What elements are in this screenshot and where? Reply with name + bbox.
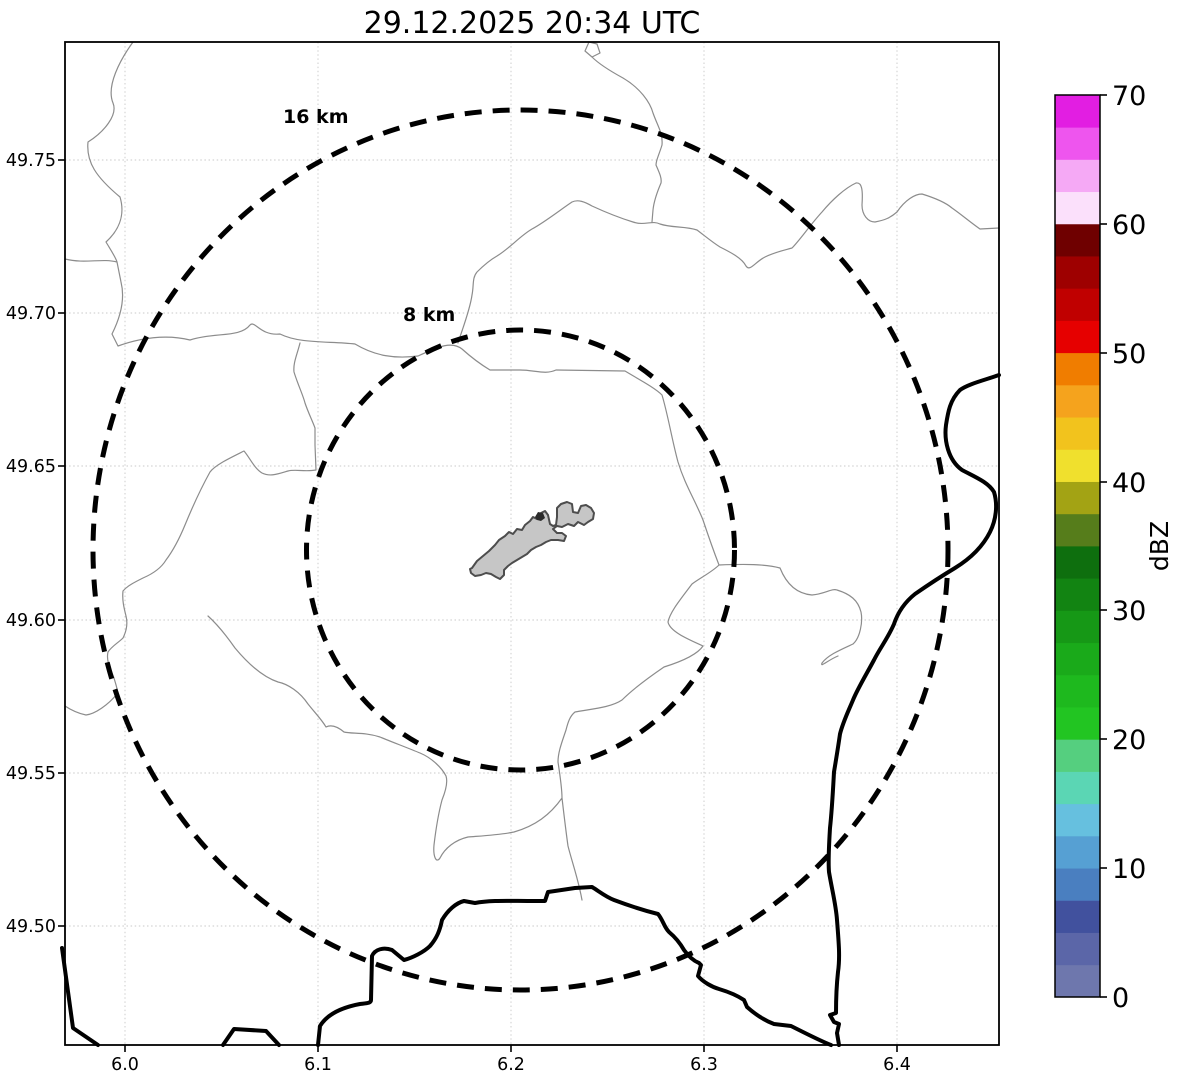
colorbar-tick-label: 70	[1112, 81, 1146, 112]
colorbar-segment	[1055, 95, 1100, 128]
colorbar-segment	[1055, 964, 1100, 998]
colorbar-segment	[1055, 384, 1100, 418]
colorbar-segment	[1055, 256, 1100, 289]
x-tick-label: 6.4	[883, 1055, 911, 1075]
airport-outline	[469, 501, 595, 580]
colorbar-segment	[1055, 771, 1100, 805]
colorbar-segment	[1055, 127, 1100, 160]
colorbar	[1055, 95, 1100, 998]
colorbar-segment	[1055, 707, 1100, 740]
colorbar-segment	[1055, 610, 1100, 644]
colorbar-segment	[1055, 868, 1100, 901]
y-tick-label: 49.60	[6, 611, 56, 631]
colorbar-segment	[1055, 739, 1100, 772]
colorbar-segment	[1055, 803, 1100, 837]
colorbar-segment	[1055, 159, 1100, 193]
y-tick-label: 49.65	[6, 457, 56, 477]
admin-boundary-lines	[64, 41, 1000, 901]
y-tick-label: 49.55	[6, 764, 56, 784]
colorbar-segment	[1055, 932, 1100, 966]
x-tick-label: 6.1	[304, 1055, 332, 1075]
figure-title: 29.12.2025 20:34 UTC	[364, 6, 701, 41]
colorbar-axis-label: dBZ	[1145, 521, 1174, 571]
range-ring-8km-label: 8 km	[403, 304, 455, 326]
axis-tick-marks	[58, 159, 898, 1052]
colorbar-segment	[1055, 223, 1100, 257]
plot-frame	[64, 41, 1000, 1046]
y-tick-label: 49.75	[6, 151, 56, 171]
colorbar-segment	[1055, 449, 1100, 482]
colorbar-tick-label: 10	[1112, 854, 1146, 885]
colorbar-segment	[1055, 642, 1100, 676]
colorbar-tick-label: 50	[1112, 339, 1146, 370]
y-tick-label: 49.70	[6, 304, 56, 324]
colorbar-segment	[1055, 513, 1100, 547]
colorbar-tick-label: 0	[1112, 983, 1129, 1014]
colorbar-tick-label: 40	[1112, 468, 1146, 499]
colorbar-tick-label: 60	[1112, 210, 1146, 241]
colorbar-segment	[1055, 288, 1100, 321]
x-tick-label: 6.0	[111, 1055, 139, 1075]
colorbar-frame	[1054, 94, 1101, 998]
colorbar-segment	[1055, 835, 1100, 869]
country-border-lines	[60, 373, 1001, 1047]
x-tick-label: 6.3	[690, 1055, 718, 1075]
x-tick-label: 6.2	[497, 1055, 525, 1075]
colorbar-segment	[1055, 191, 1100, 225]
radar-site-marker	[535, 512, 545, 521]
range-ring-16km-label: 16 km	[283, 106, 349, 128]
y-tick-label: 49.50	[6, 917, 56, 937]
range-ring-8km	[304, 327, 737, 773]
colorbar-tick-marks	[1100, 94, 1107, 998]
colorbar-segment	[1055, 320, 1100, 354]
colorbar-segment	[1055, 578, 1100, 611]
colorbar-segment	[1055, 674, 1100, 708]
colorbar-segment	[1055, 900, 1100, 933]
colorbar-segment	[1055, 481, 1100, 515]
colorbar-tick-label: 20	[1112, 725, 1146, 756]
colorbar-segment	[1055, 352, 1100, 386]
range-ring-16km	[90, 107, 951, 993]
colorbar-segment	[1055, 546, 1100, 579]
colorbar-tick-label: 30	[1112, 596, 1146, 627]
colorbar-segment	[1055, 417, 1100, 450]
